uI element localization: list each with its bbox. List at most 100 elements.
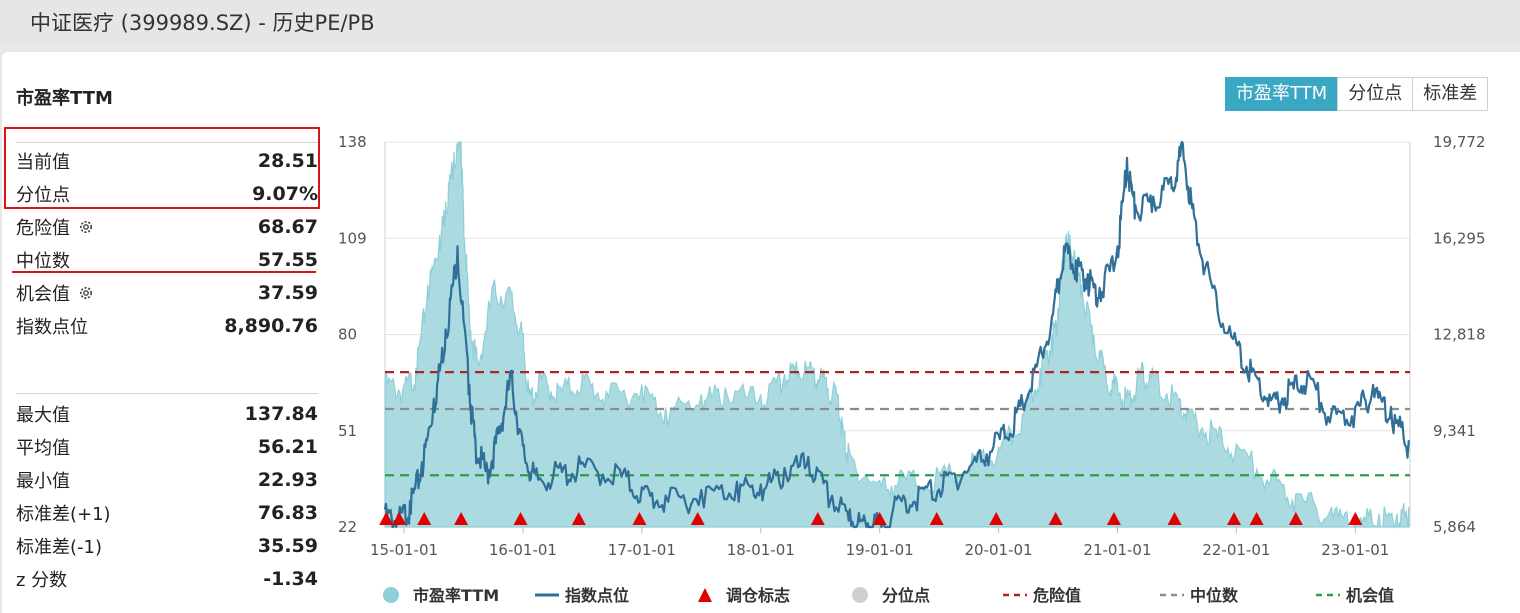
- stat-current-label: 当前值: [16, 151, 70, 173]
- legend-label: 中位数: [1190, 586, 1239, 605]
- stat-std-plus: 标准差(+1) 76.83: [16, 496, 318, 529]
- rebalance-marker: [872, 512, 887, 525]
- rebalance-marker: [1106, 512, 1121, 525]
- index-series: [383, 140, 1410, 529]
- rebalance-marker: [1249, 512, 1264, 525]
- stats-divider: [16, 393, 318, 394]
- rebalance-marker: [1048, 512, 1063, 525]
- pe-area: [384, 141, 1410, 529]
- rebalance-marker: [513, 512, 528, 525]
- tab-std-dev[interactable]: 标准差: [1412, 77, 1489, 111]
- index-line: [383, 140, 1410, 529]
- right-tick-label: 9,341: [1433, 422, 1476, 440]
- chart-axes: 22 5,864 51 9,341 80 12,818 109 16,295 138 19,772…: [338, 133, 1486, 559]
- right-tick-label: 5,864: [1433, 518, 1476, 536]
- stat-opportunity-label: 机会值: [16, 283, 70, 305]
- section-title: 市盈率TTM: [16, 88, 113, 109]
- right-tick-label: 16,295: [1433, 229, 1486, 247]
- stat-zscore-value: -1.34: [263, 567, 318, 590]
- stat-median-value: 57.55: [257, 248, 318, 271]
- current-highlight-box: [4, 127, 320, 209]
- stat-danger-value: 68.67: [257, 215, 318, 238]
- rebalance-marker: [417, 512, 432, 525]
- legend-label: 分位点: [882, 586, 930, 605]
- rebalance-marker: [690, 512, 705, 525]
- stat-index-points-label: 指数点位: [16, 316, 88, 338]
- legend-label: 危险值: [1033, 586, 1081, 605]
- stat-std-minus-value: 35.59: [257, 534, 318, 557]
- stat-std-plus-value: 76.83: [257, 501, 318, 524]
- right-tick-label: 19,772: [1433, 133, 1486, 151]
- chart-legend: 市盈率TTM 指数点位 调仓标志 分位点 危险值 中位数 机会值: [383, 586, 1394, 605]
- stat-percentile-value: 9.07%: [252, 182, 318, 205]
- stat-median: 中位数 57.55: [16, 243, 318, 276]
- stat-zscore: z 分数 -1.34: [16, 562, 318, 595]
- left-tick-label: 109: [338, 229, 367, 247]
- x-tick-label: 18-01-01: [727, 541, 795, 559]
- rebalance-marker: [571, 512, 586, 525]
- left-tick-label: 51: [338, 422, 357, 440]
- stats-divider: [16, 142, 318, 143]
- x-tick-label: 22-01-01: [1202, 541, 1270, 559]
- stat-min-label: 最小值: [16, 470, 70, 492]
- stat-index-points-value: 8,890.76: [224, 314, 318, 337]
- rebalance-marker: [632, 512, 647, 525]
- tab-percentile[interactable]: 分位点: [1337, 77, 1414, 111]
- stat-index-points: 指数点位 8,890.76: [16, 309, 318, 342]
- rebalance-marker: [1227, 512, 1242, 525]
- stat-std-minus-label: 标准差(-1): [16, 536, 102, 558]
- stat-danger: 危险值 68.67: [16, 210, 318, 243]
- stat-mean-label: 平均值: [16, 437, 70, 459]
- legend-triangle-icon: [698, 588, 712, 602]
- stat-min-value: 22.93: [257, 468, 318, 491]
- left-tick-label: 138: [338, 133, 367, 151]
- stat-mean: 平均值 56.21: [16, 430, 318, 463]
- rebalance-marker: [1288, 512, 1303, 525]
- rebalance-marker: [379, 512, 394, 525]
- stat-opportunity: 机会值 37.59: [16, 276, 318, 309]
- rebalance-marker: [929, 512, 944, 525]
- legend-dot-icon: [852, 587, 868, 603]
- page-title: 中证医疗 (399989.SZ) - 历史PE/PB: [30, 11, 375, 35]
- stat-max: 最大值 137.84: [16, 397, 318, 430]
- stat-danger-label: 危险值: [16, 217, 70, 239]
- rebalance-marker: [1167, 512, 1182, 525]
- stat-percentile-label: 分位点: [16, 184, 70, 206]
- pe-series: [384, 141, 1410, 529]
- rebalance-marker: [454, 512, 469, 525]
- legend-label: 调仓标志: [726, 586, 790, 605]
- left-tick-label: 22: [338, 518, 357, 536]
- stat-max-value: 137.84: [244, 402, 318, 425]
- stat-std-minus: 标准差(-1) 35.59: [16, 529, 318, 562]
- legend-label: 机会值: [1346, 586, 1394, 605]
- rebalance-marker: [392, 512, 407, 525]
- x-tick-label: 20-01-01: [965, 541, 1033, 559]
- median-highlight-underline: [12, 271, 316, 273]
- x-tick-label: 17-01-01: [608, 541, 676, 559]
- tab-pe-ttm[interactable]: 市盈率TTM: [1225, 77, 1339, 111]
- stat-current-value: 28.51: [257, 149, 318, 172]
- rebalance-marker: [989, 512, 1004, 525]
- stat-max-label: 最大值: [16, 404, 70, 426]
- stat-min: 最小值 22.93: [16, 463, 318, 496]
- title-bar: 中证医疗 (399989.SZ) - 历史PE/PB: [0, 0, 1520, 44]
- x-tick-label: 23-01-01: [1321, 541, 1389, 559]
- rebalance-markers: [379, 512, 1363, 525]
- legend-label: 指数点位: [565, 586, 629, 605]
- rebalance-marker: [810, 512, 825, 525]
- stat-mean-value: 56.21: [257, 435, 318, 458]
- x-tick-label: 15-01-01: [370, 541, 438, 559]
- gear-icon[interactable]: [78, 285, 94, 301]
- stat-zscore-label: z 分数: [16, 569, 68, 591]
- gear-icon[interactable]: [78, 219, 94, 235]
- stat-percentile: 分位点 9.07%: [16, 177, 318, 210]
- stat-current: 当前值 28.51: [16, 144, 318, 177]
- rebalance-marker: [1348, 512, 1363, 525]
- metric-tabs: 市盈率TTM 分位点 标准差: [1225, 77, 1489, 111]
- reference-lines: [385, 371, 1410, 477]
- right-tick-label: 12,818: [1433, 326, 1486, 344]
- legend-dot-icon: [383, 587, 399, 603]
- stat-median-label: 中位数: [16, 250, 70, 272]
- x-tick-label: 21-01-01: [1083, 541, 1151, 559]
